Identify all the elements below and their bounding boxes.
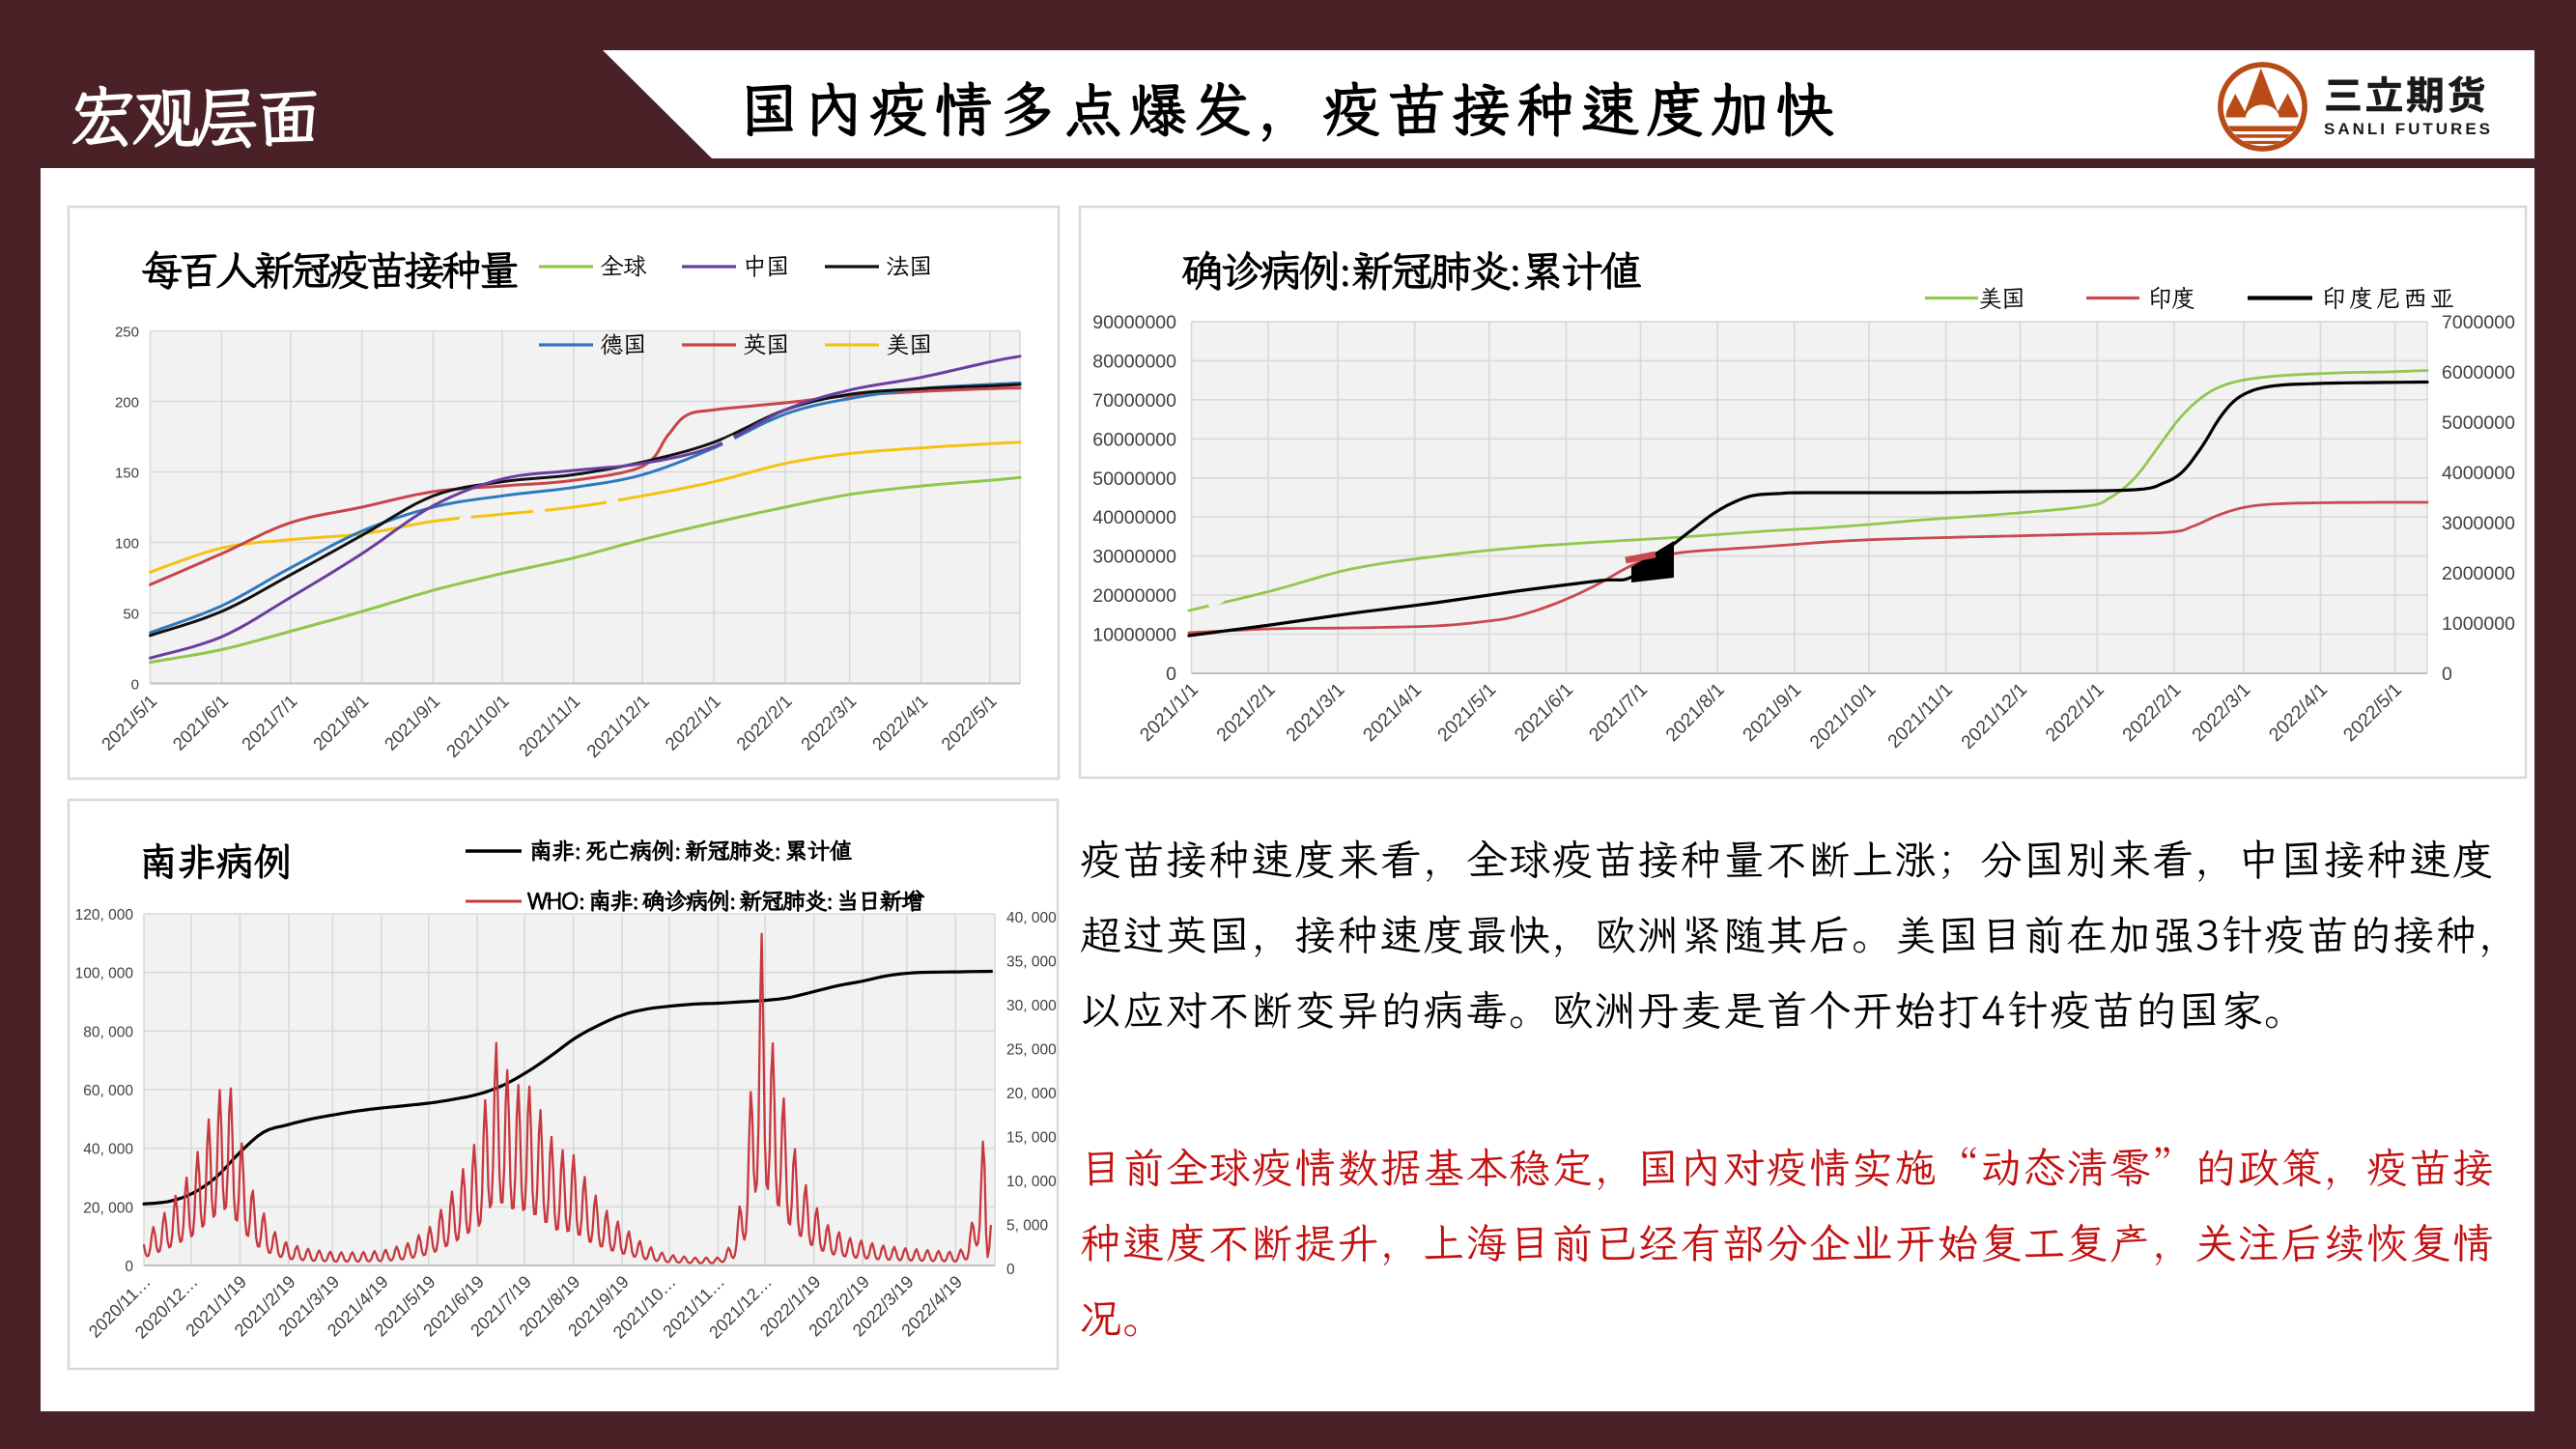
- svg-text:70000000: 70000000: [1092, 390, 1176, 412]
- svg-text:4000000: 4000000: [2442, 463, 2515, 484]
- svg-text:25, 000: 25, 000: [1006, 1042, 1057, 1059]
- svg-text:150: 150: [115, 466, 139, 482]
- svg-text:30, 000: 30, 000: [1006, 998, 1057, 1014]
- svg-text:50000000: 50000000: [1092, 469, 1176, 490]
- svg-text:60, 000: 60, 000: [83, 1083, 133, 1099]
- svg-text:5, 000: 5, 000: [1006, 1218, 1048, 1235]
- svg-text:35, 000: 35, 000: [1006, 954, 1057, 971]
- svg-text:3000000: 3000000: [2442, 513, 2515, 534]
- svg-text:100, 000: 100, 000: [75, 966, 134, 982]
- svg-text:0: 0: [1006, 1262, 1015, 1278]
- svg-text:80000000: 80000000: [1092, 351, 1176, 372]
- svg-text:40, 000: 40, 000: [1006, 910, 1057, 926]
- svg-text:7000000: 7000000: [2442, 312, 2515, 333]
- svg-text:0: 0: [2442, 664, 2452, 685]
- svg-text:5000000: 5000000: [2442, 412, 2515, 434]
- svg-text:10000000: 10000000: [1092, 625, 1176, 646]
- svg-text:120, 000: 120, 000: [75, 907, 134, 923]
- svg-text:15, 000: 15, 000: [1006, 1130, 1057, 1147]
- svg-text:200: 200: [115, 395, 139, 412]
- svg-text:0: 0: [131, 677, 139, 694]
- svg-text:60000000: 60000000: [1092, 429, 1176, 450]
- svg-text:30000000: 30000000: [1092, 547, 1176, 568]
- svg-text:2000000: 2000000: [2442, 563, 2515, 584]
- svg-text:100: 100: [115, 536, 139, 553]
- svg-text:1000000: 1000000: [2442, 613, 2515, 635]
- svg-text:10, 000: 10, 000: [1006, 1174, 1057, 1190]
- svg-text:80, 000: 80, 000: [83, 1024, 133, 1040]
- svg-text:250: 250: [115, 325, 139, 341]
- svg-text:SANLI FUTURES: SANLI FUTURES: [2324, 120, 2493, 138]
- svg-text:20, 000: 20, 000: [83, 1200, 133, 1216]
- svg-text:6000000: 6000000: [2442, 362, 2515, 384]
- svg-text:0: 0: [125, 1259, 133, 1275]
- svg-text:50: 50: [123, 607, 139, 623]
- svg-text:20000000: 20000000: [1092, 585, 1176, 607]
- svg-text:40000000: 40000000: [1092, 507, 1176, 528]
- svg-text:0: 0: [1166, 664, 1176, 685]
- svg-text:20, 000: 20, 000: [1006, 1086, 1057, 1102]
- svg-text:90000000: 90000000: [1092, 312, 1176, 333]
- svg-text:40, 000: 40, 000: [83, 1142, 133, 1158]
